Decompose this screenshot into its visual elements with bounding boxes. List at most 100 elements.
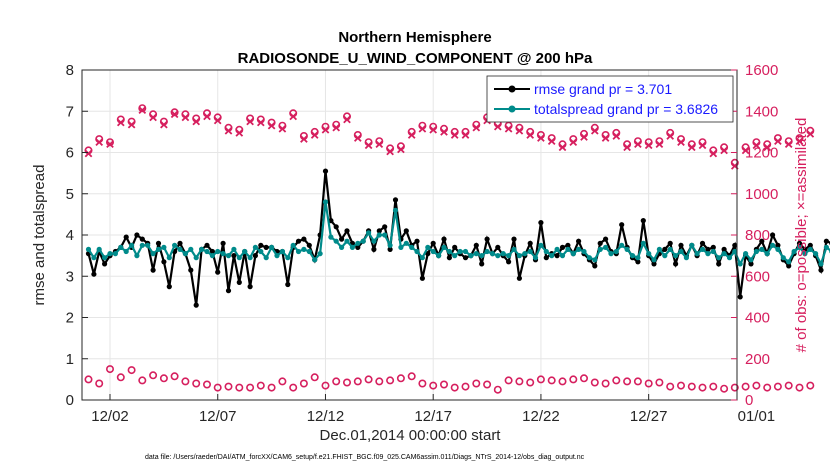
- series-point: [403, 240, 409, 246]
- series-point: [414, 248, 420, 255]
- obs-possible-point: [676, 381, 685, 390]
- series-point: [818, 267, 824, 273]
- obs-possible-point: [558, 377, 567, 386]
- obs-possible-point: [623, 377, 632, 386]
- series-point: [306, 248, 312, 255]
- series-point: [807, 246, 813, 252]
- series-point: [209, 253, 215, 259]
- series-point: [522, 251, 528, 257]
- series-point: [425, 251, 431, 257]
- obs-possible-point: [709, 382, 718, 391]
- y-tick-label: 4: [66, 227, 74, 244]
- series-point: [667, 240, 673, 246]
- series-point: [770, 242, 776, 248]
- series-point: [479, 253, 485, 259]
- series-point: [694, 251, 700, 257]
- series-point: [796, 244, 803, 250]
- series-point: [355, 244, 361, 250]
- y-tick-label: 8: [66, 62, 74, 79]
- series-point: [403, 228, 409, 234]
- obs-possible-point: [644, 379, 653, 388]
- series-point: [102, 255, 108, 261]
- series-point: [322, 199, 329, 205]
- obs-possible-point: [483, 380, 492, 389]
- series-point: [258, 248, 264, 255]
- series-point: [123, 234, 129, 240]
- series-point: [312, 257, 318, 263]
- obs-possible-point: [720, 384, 729, 393]
- obs-possible-point: [84, 375, 93, 384]
- obs-possible-point: [224, 382, 233, 391]
- series-point: [506, 259, 512, 265]
- obs-assimilated-point: [440, 128, 448, 136]
- series-point: [823, 244, 830, 250]
- obs-assimilated-point: [138, 106, 147, 115]
- series-point: [775, 246, 781, 252]
- series-point: [559, 244, 566, 250]
- series-1: [85, 199, 830, 267]
- obs-assimilated-point: [709, 149, 718, 158]
- series-point: [452, 244, 458, 250]
- obs-possible-point: [353, 377, 362, 386]
- series-point: [96, 246, 102, 252]
- series-point: [662, 246, 668, 252]
- y-right-tick-label: 800: [745, 227, 770, 244]
- series-3: [84, 106, 815, 170]
- obs-possible-point: [515, 377, 524, 386]
- obs-possible-point: [192, 379, 201, 388]
- series-point: [479, 261, 485, 267]
- obs-assimilated-point: [590, 126, 599, 135]
- series-point: [333, 238, 339, 244]
- data-file-footnote: data file: /Users/raeder/DAI/ATM_forcXX/…: [145, 454, 585, 461]
- obs-possible-point: [569, 375, 578, 384]
- y-right-tick-label: 1400: [745, 103, 778, 120]
- obs-assimilated-point: [332, 123, 341, 132]
- series-point: [689, 242, 695, 248]
- series-point: [220, 240, 226, 246]
- series-point: [823, 238, 830, 244]
- series-point: [770, 232, 776, 238]
- series-point: [177, 246, 183, 252]
- obs-possible-point: [170, 372, 179, 381]
- series-point: [651, 261, 657, 267]
- obs-assimilated-point: [407, 131, 416, 139]
- series-point: [425, 244, 431, 250]
- series-point: [193, 255, 199, 261]
- obs-possible-point: [407, 372, 416, 381]
- x-tick-label: 01/01: [738, 408, 776, 425]
- series-point: [667, 246, 673, 252]
- obs-assimilated-point: [763, 143, 772, 152]
- series-point: [484, 248, 490, 255]
- series-point: [619, 242, 625, 248]
- obs-assimilated-point: [203, 112, 211, 121]
- obs-assimilated-point: [784, 140, 793, 149]
- series-point: [317, 251, 323, 257]
- series-point: [344, 238, 350, 244]
- obs-assimilated-point: [580, 133, 588, 141]
- series-point: [678, 248, 684, 255]
- obs-assimilated-point: [267, 121, 276, 130]
- series-point: [225, 253, 232, 259]
- series-point: [511, 246, 517, 252]
- series-point: [484, 236, 490, 242]
- legend-rmse-label: rmse grand pr = 3.701: [534, 81, 672, 97]
- series-point: [705, 251, 711, 257]
- obs-possible-point: [472, 379, 481, 388]
- obs-assimilated-point: [386, 147, 394, 156]
- obs-assimilated-point: [526, 131, 535, 139]
- obs-possible-point: [235, 383, 244, 392]
- y-axis-label-right: # of obs: o=possible; ×=assimilated: [793, 118, 810, 353]
- series-point: [414, 238, 420, 244]
- obs-possible-point: [666, 382, 675, 391]
- series-point: [231, 246, 237, 252]
- series-point: [538, 220, 544, 226]
- series-point: [592, 257, 598, 263]
- y-right-tick-label: 1600: [745, 62, 778, 79]
- obs-assimilated-point: [720, 146, 728, 155]
- obs-possible-point: [116, 373, 125, 382]
- obs-possible-point: [633, 377, 642, 386]
- series-point: [678, 242, 684, 248]
- series-point: [543, 255, 549, 261]
- obs-assimilated-point: [612, 132, 621, 140]
- series-point: [673, 261, 679, 267]
